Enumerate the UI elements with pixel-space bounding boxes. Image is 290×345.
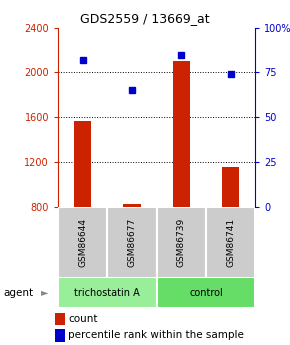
Text: percentile rank within the sample: percentile rank within the sample [68, 331, 244, 341]
Bar [55, 329, 65, 342]
Text: ►: ► [41, 288, 49, 297]
Bar [123, 204, 141, 207]
Bar [58, 277, 157, 308]
Text: GSM86677: GSM86677 [127, 218, 137, 267]
Text: trichostatin A: trichostatin A [75, 288, 140, 297]
Text: control: control [189, 288, 223, 297]
Text: GDS2559 / 13669_at: GDS2559 / 13669_at [80, 12, 210, 25]
Bar [55, 313, 65, 325]
Text: GSM86741: GSM86741 [226, 218, 235, 267]
Bar [157, 207, 206, 278]
Text: GSM86739: GSM86739 [177, 218, 186, 267]
Bar [74, 121, 91, 207]
Bar [157, 277, 255, 308]
Text: count: count [68, 314, 98, 324]
Bar [173, 61, 190, 207]
Bar [58, 207, 107, 278]
Text: agent: agent [3, 288, 33, 297]
Bar [222, 167, 239, 207]
Text: GSM86644: GSM86644 [78, 218, 87, 267]
Bar [206, 207, 255, 278]
Bar [107, 207, 157, 278]
